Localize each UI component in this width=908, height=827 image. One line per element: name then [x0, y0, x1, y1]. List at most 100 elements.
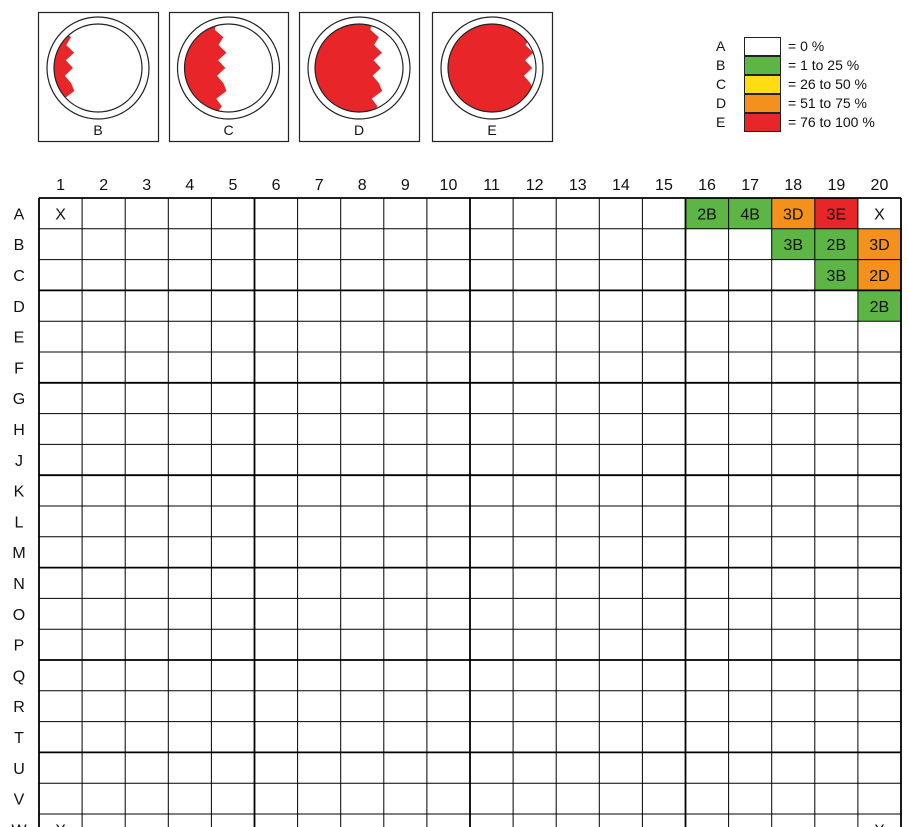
- cell-value: X: [874, 206, 885, 223]
- cell-value: X: [55, 822, 66, 827]
- column-header-18: 18: [784, 177, 802, 194]
- row-header-n: N: [13, 576, 25, 593]
- cell-value: 3D: [783, 206, 803, 223]
- row-header-g: G: [13, 391, 25, 408]
- column-header-13: 13: [569, 177, 587, 194]
- sample-label: E: [487, 122, 496, 138]
- row-header-b: B: [14, 237, 25, 254]
- row-header-c: C: [13, 268, 25, 285]
- grid-lines: [38, 197, 902, 827]
- cell-fill: [857, 228, 901, 260]
- grid-cell-w20: X: [874, 822, 885, 827]
- row-header-e: E: [14, 330, 25, 347]
- column-header-8: 8: [358, 177, 367, 194]
- cell-value: 3E: [827, 206, 847, 223]
- legend-swatch: [744, 94, 781, 113]
- grid-cell-a16: 2B: [685, 198, 729, 229]
- grid-cell-a19: 3E: [814, 198, 858, 229]
- cell-fill: [814, 228, 858, 260]
- row-header-h: H: [13, 422, 25, 439]
- legend-text: = 76 to 100 %: [788, 114, 875, 130]
- column-header-20: 20: [871, 177, 889, 194]
- legend-swatch: [744, 113, 781, 132]
- row-header-m: M: [12, 545, 25, 562]
- legend-swatch: [744, 37, 781, 56]
- row-header-d: D: [13, 299, 25, 316]
- cell-fill: [814, 198, 858, 229]
- legend-code: E: [716, 114, 725, 130]
- sample-inner-ring: [314, 23, 404, 113]
- sample-fill: [448, 24, 534, 112]
- column-header-3: 3: [142, 177, 151, 194]
- row-header-k: K: [14, 484, 25, 501]
- column-header-2: 2: [99, 177, 108, 194]
- cell-value: 2B: [827, 237, 847, 254]
- legend-entry-b: B = 1 to 25 %: [716, 56, 859, 75]
- grid-cell-c19: 3B: [814, 259, 858, 291]
- column-header-17: 17: [741, 177, 759, 194]
- legend-entry-e: E = 76 to 100 %: [716, 113, 875, 132]
- sample-e: E: [431, 11, 554, 143]
- legend-text: = 0 %: [788, 38, 824, 54]
- legend-text: = 51 to 75 %: [788, 95, 867, 111]
- row-header-f: F: [14, 360, 24, 377]
- grid-cell-a18: 3D: [771, 198, 815, 229]
- grid-cell-c20: 2D: [857, 259, 901, 291]
- cell-fill: [857, 259, 901, 291]
- row-header-u: U: [13, 761, 25, 778]
- legend-entry-a: A = 0 %: [716, 37, 824, 56]
- column-header-11: 11: [483, 177, 500, 194]
- sample-d: D: [298, 11, 421, 143]
- column-header-6: 6: [272, 177, 281, 194]
- grid-cell-b20: 3D: [857, 228, 901, 260]
- sample-label: D: [354, 122, 364, 138]
- legend-code: B: [716, 57, 725, 73]
- cell-value: 3B: [827, 268, 847, 285]
- column-header-14: 14: [612, 177, 630, 194]
- column-header-1: 1: [56, 177, 65, 194]
- column-header-4: 4: [185, 177, 194, 194]
- column-header-9: 9: [401, 177, 410, 194]
- column-header-15: 15: [655, 177, 673, 194]
- cell-value: X: [874, 822, 885, 827]
- cell-value: 2D: [869, 268, 889, 285]
- cell-value: 4B: [740, 206, 760, 223]
- cell-value: 2B: [697, 206, 717, 223]
- legend-code: C: [716, 76, 726, 92]
- grid-cell-a1: X: [55, 206, 66, 223]
- sample-label: B: [93, 122, 102, 138]
- grid-cell-b18: 3B: [771, 228, 815, 260]
- column-header-10: 10: [440, 177, 458, 194]
- row-header-j: J: [15, 453, 23, 470]
- grid-cell-w1: X: [55, 822, 66, 827]
- legend-text: = 1 to 25 %: [788, 57, 859, 73]
- row-header-l: L: [15, 514, 24, 531]
- legend-text: = 26 to 50 %: [788, 76, 867, 92]
- grid-cell-a20: X: [874, 206, 885, 223]
- cell-fill: [857, 290, 901, 322]
- cell-value: 2B: [870, 299, 890, 316]
- cell-fill: [814, 259, 858, 291]
- rating-grid: 1 2 3 4 5 6 7 8 9 10 11 12 13 14 15 16 17 18 19 20ABCDEFGHJ…: [11, 177, 902, 827]
- sample-outer-ring: [46, 16, 150, 120]
- grid-cell-b19: 2B: [814, 228, 858, 260]
- sample-label: C: [223, 122, 233, 138]
- sample-inner-ring: [447, 23, 537, 113]
- row-header-q: Q: [13, 668, 25, 685]
- legend-code: D: [716, 95, 726, 111]
- cell-fill: [728, 198, 772, 229]
- column-header-19: 19: [827, 177, 845, 194]
- sample-fill: [315, 24, 383, 112]
- column-header-5: 5: [228, 177, 237, 194]
- sample-illustrations: B C D E: [37, 11, 554, 143]
- column-header-7: 7: [315, 177, 324, 194]
- column-header-12: 12: [526, 177, 544, 194]
- grid-cell-a17: 4B: [728, 198, 772, 229]
- cell-fill: [771, 228, 815, 260]
- cell-fill: [685, 198, 729, 229]
- sample-fill: [184, 24, 227, 112]
- row-header-v: V: [14, 792, 25, 809]
- row-header-t: T: [14, 730, 24, 747]
- cell-fill: [771, 198, 815, 229]
